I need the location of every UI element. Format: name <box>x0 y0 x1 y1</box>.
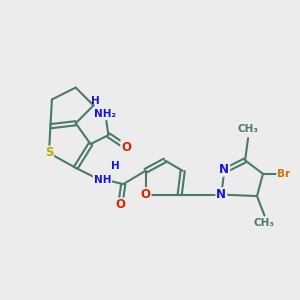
Text: O: O <box>115 199 125 212</box>
Text: CH₃: CH₃ <box>238 124 259 134</box>
Text: N: N <box>216 188 226 201</box>
Text: H: H <box>111 161 120 171</box>
Text: NH: NH <box>94 175 111 185</box>
Text: O: O <box>140 188 151 201</box>
Text: H: H <box>91 96 99 106</box>
Text: S: S <box>45 146 53 160</box>
Text: NH₂: NH₂ <box>94 109 116 119</box>
Text: CH₃: CH₃ <box>254 218 275 228</box>
Text: N: N <box>219 163 229 176</box>
Text: Br: Br <box>277 169 290 179</box>
Text: O: O <box>121 140 131 154</box>
